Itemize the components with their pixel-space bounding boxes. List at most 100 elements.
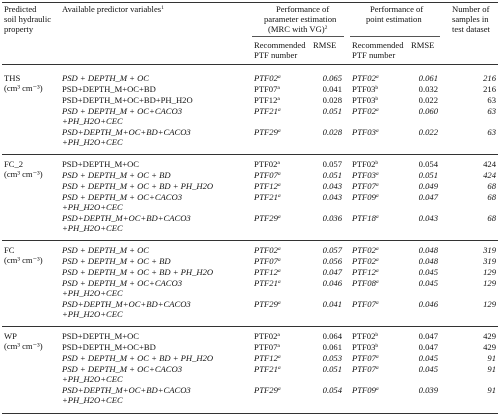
property-name: FC_2 [4,159,24,169]
param-ptf-number: PTF02a [254,160,280,169]
point-ptf-number: PTF02b [352,332,378,341]
point-ptf-label: PTF09 [352,385,376,395]
point-rmse: 0.032 [418,84,438,94]
point-ptf-number: PTF09a [352,386,379,395]
param-ptf-number: PTF07a [254,257,281,266]
point-ptf-sup: a [375,182,379,188]
point-ptf-sup: b [375,96,379,102]
sample-count: 216 [483,73,496,83]
group-separator-rule [2,240,498,241]
param-ptf-sup: a [277,246,281,252]
point-rmse: 0.061 [418,73,438,83]
param-ptf-label: PTF29 [254,213,278,223]
point-rmse: 0.047 [418,192,438,202]
param-ptf-number: PTF29a [254,386,281,395]
header-predictors: Available predictor variables1 [62,5,164,14]
point-ptf-number: PTF07a [352,354,379,363]
point-rmse: 0.051 [418,170,438,180]
predictor-variables: PSD + DEPTH_M + OC+CACO3 [62,364,183,374]
param-ptf-sup: a [277,74,281,80]
param-ptf-label: PTF07 [254,170,278,180]
sample-count: 68 [487,192,496,202]
point-ptf-sup: a [375,128,379,134]
point-rmse: 0.047 [418,342,438,352]
point-ptf-sup: b [375,85,379,91]
point-rmse: 0.045 [418,353,438,363]
property-name: WP [4,331,17,341]
param-ptf-label: PTF07 [254,84,278,94]
sample-count: 319 [483,256,496,266]
point-ptf-label: PTF02 [352,106,376,116]
table-top-rule [2,2,498,3]
param-ptf-label: PTF21 [254,364,278,374]
predictor-variables-cont: +PH_H2O+CEC [62,374,123,384]
param-ptf-number: PTF12a [254,354,281,363]
point-ptf-sup: a [375,193,379,199]
param-rmse: 0.043 [322,181,342,191]
footnote-marker: 2 [324,25,328,31]
sample-count: 63 [487,95,496,105]
point-ptf-label: PTF07 [352,299,376,309]
param-ptf-number: PTF29a [254,214,281,223]
header-param-line3: (MRC with VG)2 [268,25,327,34]
point-ptf-number: PTF03b [352,343,378,352]
point-rmse: 0.048 [418,256,438,266]
param-rmse: 0.064 [322,331,342,341]
param-ptf-number: PTF12a [254,182,281,191]
point-ptf-label: PTF02 [352,159,376,169]
sample-count: 91 [487,364,496,374]
predictor-variables: PSD + DEPTH_M + OC + BD + PH_H2O [62,267,214,277]
param-ptf-sup: a [277,386,281,392]
param-subheader-rule [252,36,344,37]
predictor-variables-cont: +PH_H2O+CEC [62,116,123,126]
predictor-variables-cont: +PH_H2O+CEC [62,309,123,319]
param-ptf-sup: a [277,279,281,285]
point-ptf-label: PTF02 [352,256,376,266]
param-ptf-number: PTF29a [254,300,281,309]
predictor-variables-cont: +PH_H2O+CEC [62,288,123,298]
sample-count: 216 [483,84,496,94]
param-rmse: 0.051 [322,170,342,180]
point-ptf-sup: a [375,74,379,80]
header-param-line3-text: (MRC with VG) [268,24,325,34]
point-rmse: 0.054 [418,159,438,169]
sample-count: 319 [483,245,496,255]
subheader-param-ptf-line2: PTF number [254,50,298,60]
param-ptf-sup: a [277,300,281,306]
point-ptf-label: PTF07 [352,353,376,363]
point-rmse: 0.046 [418,299,438,309]
param-ptf-label: PTF02 [254,73,278,83]
point-ptf-number: PTF03b [352,85,378,94]
param-rmse: 0.061 [322,342,342,352]
param-ptf-label: PTF12 [254,181,278,191]
predictor-variables-cont: +PH_H2O+CEC [62,395,123,405]
predictor-variables: PSD+DEPTH_M+OC+BD [62,342,156,352]
header-point-line1: Performance of [370,4,424,14]
param-ptf-sup: a [277,257,281,263]
param-ptf-sup: a [277,268,281,274]
point-rmse: 0.047 [418,331,438,341]
param-ptf-number: PTF21a [254,107,281,116]
header-param-line2: parameter estimation [264,14,337,24]
sample-count: 429 [483,342,496,352]
param-rmse: 0.054 [322,385,342,395]
param-ptf-label: PTF07 [254,256,278,266]
param-rmse: 0.057 [322,245,342,255]
param-ptf-sup: a [277,214,281,220]
sample-count: 129 [483,299,496,309]
subheader-point-ptf-line2: PTF number [352,50,396,60]
param-ptf-number: PTF07a [254,343,280,352]
point-ptf-number: PTF12a [352,268,379,277]
predictor-variables: PSD+DEPTH_M+OC [62,159,140,169]
sample-count: 63 [487,127,496,137]
param-ptf-sup: a [277,332,280,338]
predictor-variables: PSD+DEPTH_M+OC+BD+CACO3 [62,299,191,309]
predictor-variables: PSD+DEPTH_M+OC+BD+CACO3 [62,385,191,395]
param-ptf-number: PTF02a [254,246,281,255]
param-ptf-label: PTF12 [254,353,278,363]
param-rmse: 0.041 [322,84,342,94]
point-ptf-sup: a [375,300,379,306]
predictor-variables: PSD + DEPTH_M + OC + BD [62,170,171,180]
property-unit: (cm³ cm⁻³) [4,169,43,179]
param-ptf-sup: a [277,85,280,91]
